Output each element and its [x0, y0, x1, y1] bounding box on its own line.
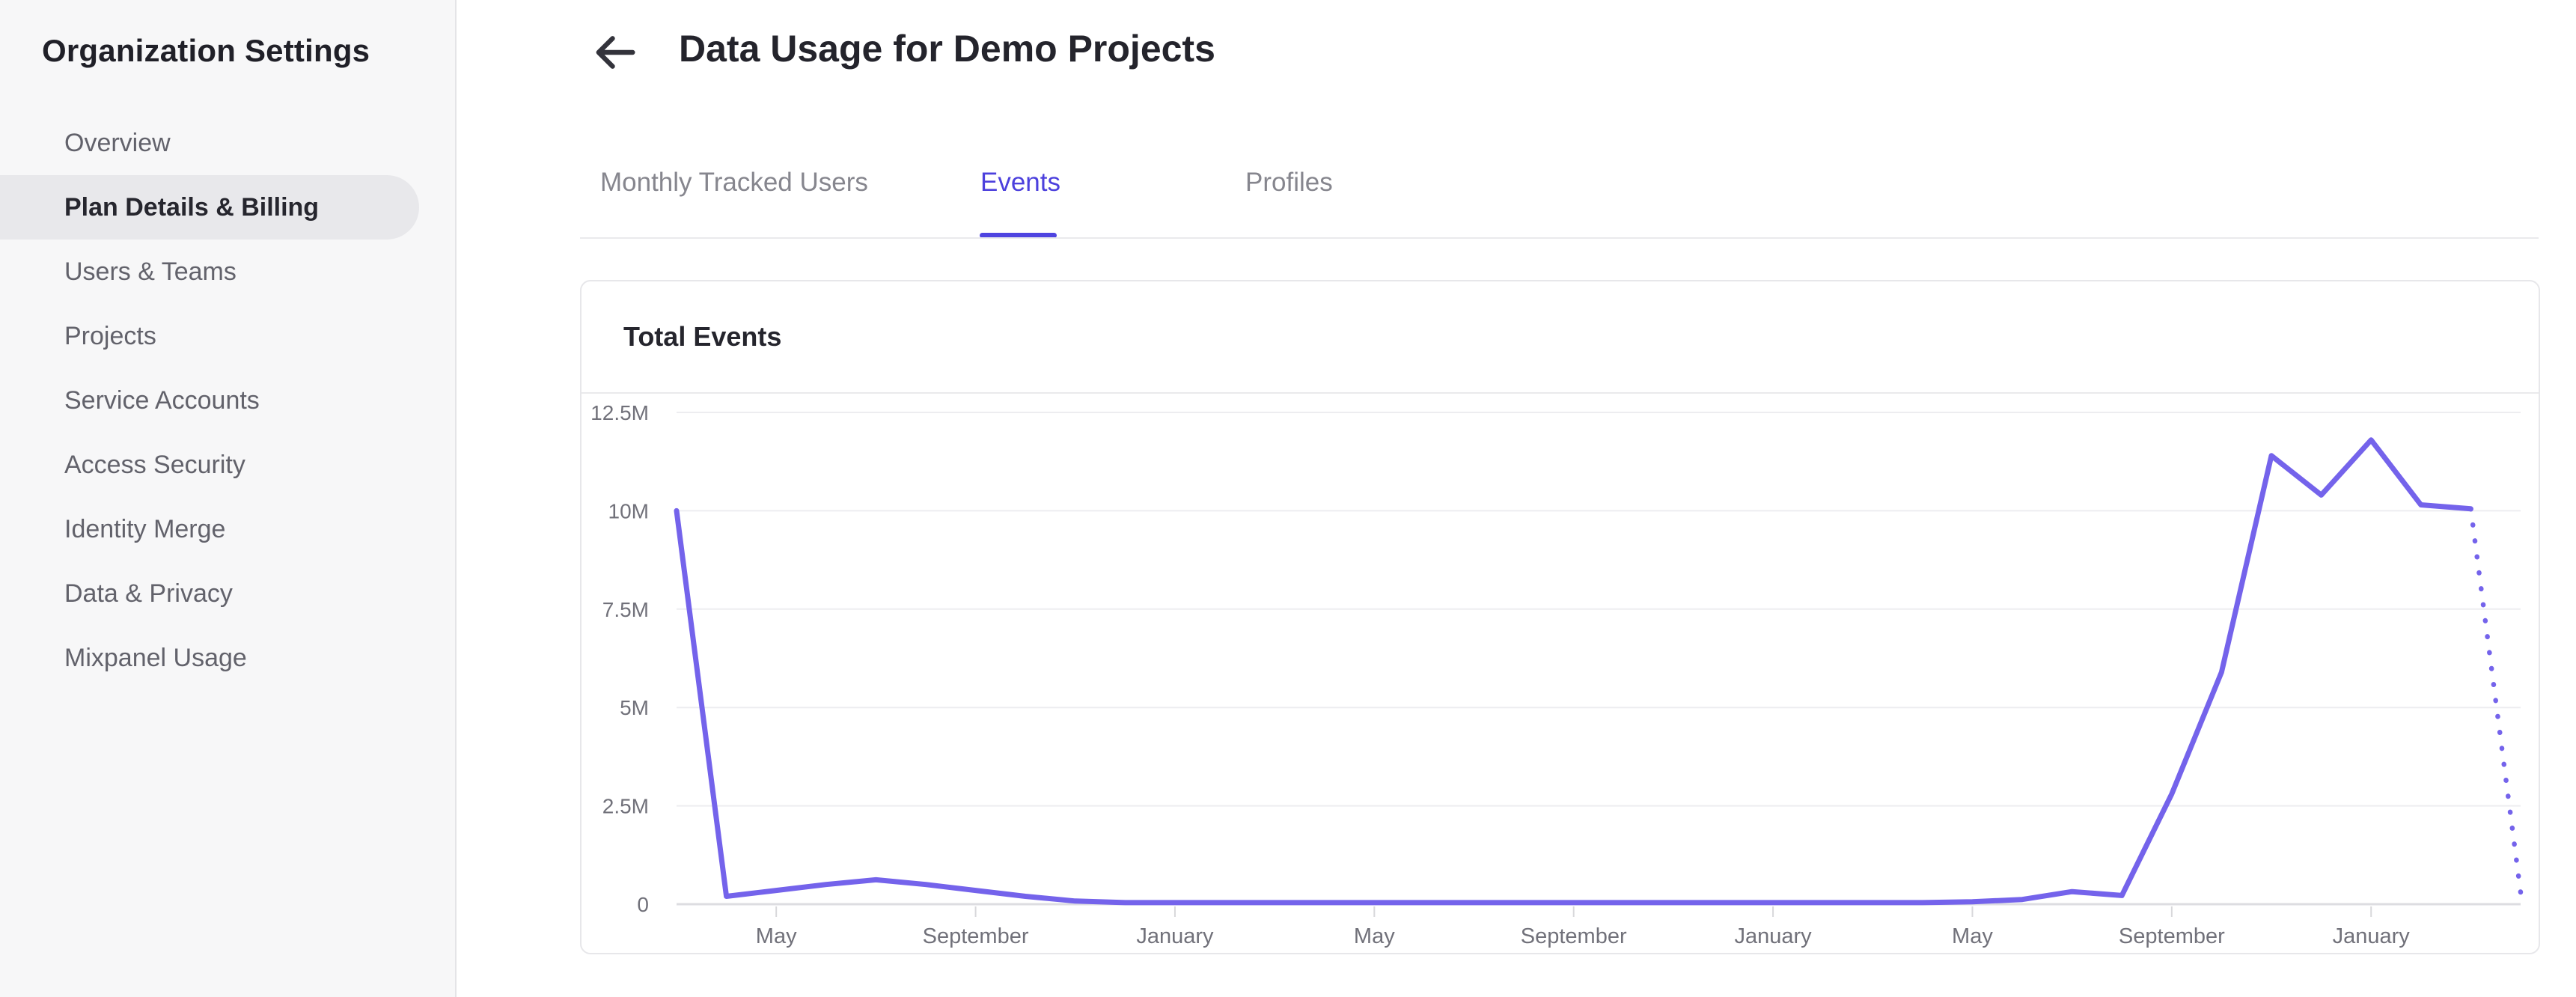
x-axis-label: September: [1521, 924, 1627, 948]
y-axis-label: 12.5M: [590, 401, 649, 424]
y-axis-label: 5M: [620, 696, 649, 719]
sidebar-nav: Overview Plan Details & Billing Users & …: [0, 111, 457, 690]
chart-title: Total Events: [623, 321, 782, 352]
events-line-chart: 0 2.5M 5M 7.5M 10M 12.5M May September January Ma…: [590, 401, 2524, 948]
chart-line-projected: [2468, 506, 2524, 895]
card-header: Total Events: [582, 281, 2539, 394]
y-axis-label: 10M: [608, 499, 649, 522]
x-axis-label: September: [923, 924, 1029, 948]
x-axis-label: January: [2333, 924, 2411, 948]
sidebar-item-overview[interactable]: Overview: [64, 128, 171, 157]
x-axis-label: January: [1734, 924, 1812, 948]
sidebar-item-plan-details-billing[interactable]: Plan Details & Billing: [0, 175, 419, 240]
sidebar-item-data-privacy[interactable]: Data & Privacy: [64, 579, 233, 608]
tab-events[interactable]: Events: [980, 168, 1060, 197]
y-axis-label: 7.5M: [602, 598, 649, 621]
sidebar-item-users-teams[interactable]: Users & Teams: [64, 257, 236, 286]
x-axis-label: January: [1136, 924, 1214, 948]
y-axis-label: 2.5M: [602, 795, 649, 818]
x-axis-label: May: [756, 924, 797, 948]
sidebar-item-access-security[interactable]: Access Security: [64, 450, 245, 479]
x-axis-label: September: [2119, 924, 2225, 948]
x-axis-label: May: [1354, 924, 1395, 948]
back-arrow-icon: [596, 36, 635, 69]
sidebar-item-mixpanel-usage[interactable]: Mixpanel Usage: [64, 643, 247, 672]
tabs-divider: [580, 237, 2539, 239]
active-tab-indicator: [980, 233, 1057, 238]
sidebar-item-service-accounts[interactable]: Service Accounts: [64, 385, 260, 415]
tab-monthly-tracked-users[interactable]: Monthly Tracked Users: [600, 168, 868, 197]
main-content: Data Usage for Demo Projects Monthly Tra…: [458, 0, 2576, 997]
sidebar-title: Organization Settings: [42, 33, 370, 68]
back-button[interactable]: [591, 28, 639, 76]
total-events-card: Total Events 0 2.5M 5M 7.5M 10M 12.5M May Septe…: [580, 280, 2540, 954]
sidebar: Organization Settings Overview Plan Deta…: [0, 0, 457, 997]
chart-area: 0 2.5M 5M 7.5M 10M 12.5M May September January Ma…: [582, 394, 2539, 951]
chart-line: [674, 437, 2473, 906]
sidebar-item-projects[interactable]: Projects: [64, 321, 156, 350]
tab-profiles[interactable]: Profiles: [1245, 168, 1333, 197]
y-axis-label: 0: [637, 893, 649, 916]
page-title: Data Usage for Demo Projects: [679, 28, 1215, 70]
x-axis-label: May: [1952, 924, 1993, 948]
sidebar-item-identity-merge[interactable]: Identity Merge: [64, 514, 226, 543]
